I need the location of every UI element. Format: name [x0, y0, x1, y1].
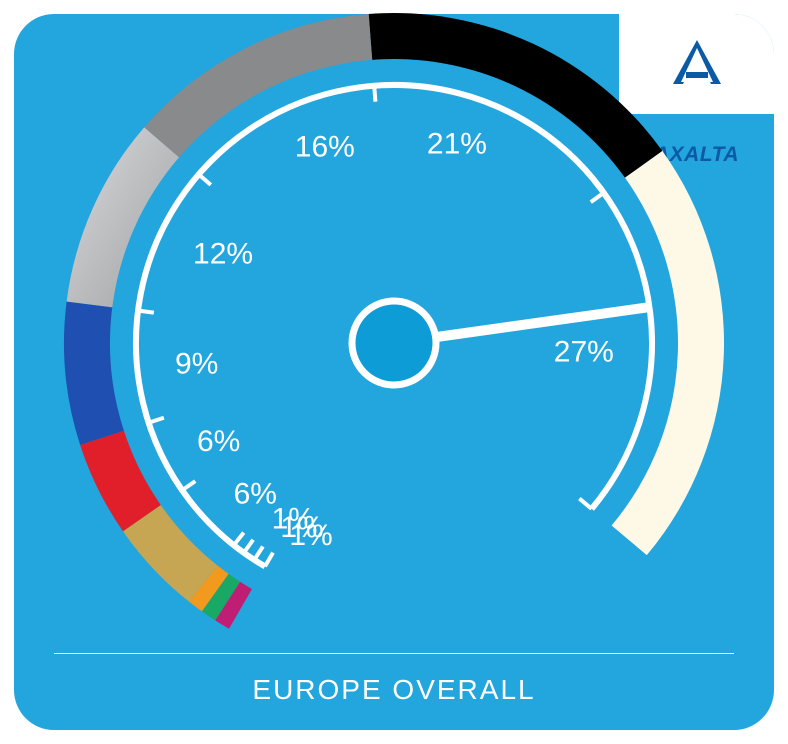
gauge-segment-0: [612, 151, 724, 555]
gauge-segment-1: [369, 13, 663, 178]
gauge-tick: [234, 533, 244, 546]
gauge-percent-label-6: 6%: [234, 478, 277, 511]
gauge-tick: [265, 553, 273, 567]
gauge-chart: 27%21%16%12%9%6%6%1%1%1%: [44, 0, 744, 693]
gauge-percent-label-2: 16%: [295, 131, 355, 164]
gauge-tick: [579, 499, 591, 509]
gauge-container: 27%21%16%12%9%6%6%1%1%1%: [44, 0, 744, 693]
gauge-segment-4: [64, 302, 124, 445]
gauge-tick: [254, 547, 263, 560]
gauge-tick: [149, 418, 164, 423]
gauge-tick: [374, 86, 375, 102]
gauge-percent-label-5: 6%: [197, 425, 240, 458]
gauge-percent-label-9: 1%: [289, 519, 332, 552]
gauge-hub: [352, 301, 436, 385]
gauge-percent-label-1: 21%: [427, 128, 487, 161]
chart-card: AXALTA 27%21%16%12%9%6%6%1%1%1% EUROPE O…: [14, 14, 774, 730]
chart-title: EUROPE OVERALL: [14, 674, 774, 706]
gauge-tick: [199, 175, 211, 185]
gauge-percent-label-0: 27%: [554, 336, 614, 369]
gauge-tick: [138, 311, 154, 313]
gauge-tick: [244, 540, 253, 553]
gauge-segment-3: [67, 128, 179, 308]
gauge-tick: [591, 193, 604, 202]
gauge-percent-label-4: 9%: [175, 348, 218, 381]
title-divider: [54, 653, 734, 654]
gauge-tick: [182, 481, 195, 490]
gauge-percent-label-3: 12%: [193, 238, 253, 271]
